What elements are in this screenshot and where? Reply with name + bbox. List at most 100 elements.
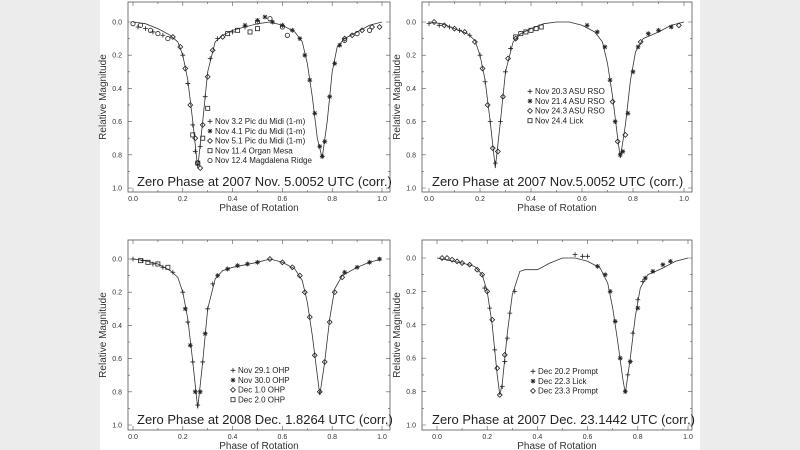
plot-frame (421, 239, 693, 431)
data-point (533, 26, 539, 32)
legend-label: Dec 20.2 Prompt (538, 367, 599, 376)
data-point (190, 359, 196, 365)
data-point (489, 316, 496, 323)
series-square (513, 24, 544, 40)
y-axis-title: Relative Magnitude (98, 292, 109, 378)
data-point (331, 289, 338, 296)
x-tick-label: 0.6 (278, 434, 288, 441)
y-tick-label: 0.2 (406, 289, 416, 296)
data-point (635, 297, 641, 303)
data-point (502, 359, 508, 364)
zero-phase-annotation: Zero Phase at 2008 Dec. 1.8264 UTC (corr… (137, 412, 393, 427)
y-tick-label: 0.2 (112, 53, 122, 60)
data-point (447, 24, 452, 30)
y-tick-label: 0.8 (406, 389, 416, 396)
y-tick-label: 0.0 (112, 257, 122, 264)
data-point (205, 306, 211, 312)
data-point (637, 38, 644, 45)
legend-marker (230, 367, 236, 373)
y-tick-label: 1.0 (406, 423, 416, 430)
legend-marker (230, 397, 236, 403)
data-point (584, 22, 590, 28)
data-point (202, 331, 208, 337)
model-curve (132, 21, 383, 169)
data-point (499, 384, 505, 389)
data-point (656, 27, 661, 33)
data-point (192, 149, 198, 154)
data-point (177, 43, 184, 50)
legend-label: Nov 24.4 Lick (535, 116, 584, 125)
data-point (503, 69, 508, 75)
data-point (197, 165, 204, 172)
y-tick-label: 0.6 (112, 119, 122, 126)
data-point (266, 256, 273, 262)
data-point (595, 263, 601, 269)
legend-label: Nov 30.0 OHP (238, 376, 290, 385)
x-tick-label: 0.4 (228, 196, 238, 203)
y-tick-label: 0.2 (406, 53, 416, 60)
data-point (195, 402, 201, 408)
data-point (155, 261, 161, 267)
data-point (204, 73, 211, 80)
data-point (487, 119, 493, 124)
data-point (668, 258, 673, 264)
data-point (513, 34, 519, 40)
data-point (301, 289, 308, 296)
x-tick-label: 0.2 (178, 196, 188, 203)
data-point (199, 121, 206, 128)
x-axis-title: Phase of Rotation (517, 441, 597, 450)
zero-phase-annotation: Zero Phase at 2007 Nov. 5.0052 UTC (corr… (137, 174, 392, 189)
data-point (499, 93, 506, 100)
data-point (580, 253, 585, 259)
data-point (130, 21, 136, 27)
data-point (192, 135, 199, 142)
data-point (160, 32, 166, 38)
data-point (147, 27, 153, 33)
zero-phase-annotation: Zero Phase at 2007 Dec. 23.1442 UTC (cor… (432, 412, 695, 427)
data-point (630, 330, 636, 336)
data-point (507, 310, 513, 316)
data-point (494, 148, 501, 155)
data-point (245, 261, 250, 267)
x-tick-label: 0.4 (228, 434, 238, 441)
y-tick-label: 0.6 (112, 356, 122, 363)
y-tick-label: 0.8 (112, 152, 122, 159)
series-square (190, 26, 260, 166)
data-point (668, 24, 674, 30)
y-axis-title: Relative Magnitude (392, 292, 403, 378)
legend-marker (230, 386, 236, 393)
model-curve (132, 258, 383, 409)
data-point (482, 285, 488, 291)
data-point (620, 149, 626, 154)
legend-label: Nov 24.3 ASU RSO (535, 107, 605, 116)
legend-marker (530, 368, 536, 374)
data-point (289, 264, 296, 271)
y-tick-label: 0.2 (112, 290, 122, 297)
data-point (197, 389, 203, 395)
data-point (242, 22, 248, 28)
data-point (182, 65, 189, 72)
x-tick-label: 0.6 (577, 196, 587, 203)
data-point (451, 25, 458, 32)
data-point (376, 24, 383, 30)
x-tick-label: 0.8 (633, 434, 643, 441)
x-tick-label: 0.8 (327, 434, 337, 441)
series-circle (130, 16, 373, 43)
data-point (190, 122, 196, 128)
x-tick-label: 0.4 (526, 196, 536, 203)
legend-marker (207, 118, 213, 124)
data-point (342, 269, 348, 275)
data-point (280, 22, 285, 28)
data-point (289, 27, 295, 33)
y-tick-label: 1.0 (112, 423, 122, 430)
data-point (180, 289, 186, 295)
x-tick-label: 0.4 (533, 434, 543, 441)
y-axis-title: Relative Magnitude (392, 54, 403, 140)
series-asterisk (595, 258, 673, 394)
data-point (270, 19, 275, 25)
data-point (617, 355, 623, 361)
data-point (150, 261, 156, 267)
data-point (225, 266, 231, 272)
data-point (187, 342, 193, 348)
legend-label: Nov 11.4 Organ Mesa (215, 146, 293, 155)
